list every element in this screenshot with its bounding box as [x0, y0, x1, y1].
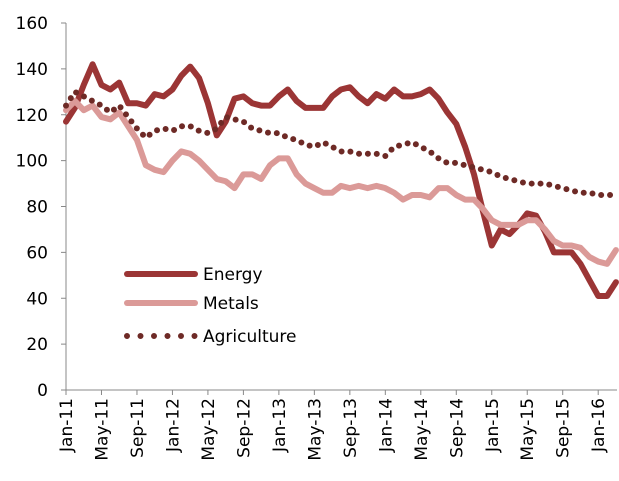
x-tick-label: May-13 — [305, 398, 325, 461]
x-tick-label: Jan-16 — [589, 398, 609, 453]
series-line — [63, 61, 619, 299]
x-tick-label: May-15 — [518, 398, 538, 461]
x-tick-label: Sep-12 — [234, 398, 254, 458]
x-tick-label: May-11 — [92, 398, 112, 461]
y-tick-label: 20 — [26, 335, 48, 355]
y-tick-label: 80 — [26, 198, 48, 218]
legend-label: Agriculture — [203, 327, 297, 347]
x-tick-label: May-12 — [199, 398, 219, 461]
x-tick-label: May-14 — [412, 398, 432, 461]
y-tick-label: 60 — [26, 243, 48, 263]
legend-label: Metals — [203, 294, 259, 314]
y-tick-label: 0 — [37, 381, 48, 401]
series-line — [63, 88, 619, 199]
x-tick-label: Jan-15 — [483, 398, 503, 453]
x-tick-label: Jan-11 — [57, 398, 77, 453]
x-tick-label: Sep-11 — [128, 398, 148, 458]
y-tick-label: 140 — [16, 60, 48, 80]
x-tick-label: Jan-12 — [163, 398, 183, 453]
x-tick-label: Jan-13 — [270, 398, 290, 453]
y-tick-label: 100 — [16, 152, 48, 172]
x-tick-label: Sep-15 — [554, 398, 574, 458]
y-tick-label: 40 — [26, 289, 48, 309]
x-tick-label: Jan-14 — [376, 398, 396, 453]
y-tick-label: 160 — [16, 14, 48, 34]
y-tick-label: 120 — [16, 106, 48, 126]
legend-label: Energy — [203, 265, 263, 285]
x-tick-label: Sep-14 — [447, 398, 467, 458]
series-line — [63, 97, 619, 267]
x-tick-label: Sep-13 — [341, 398, 361, 458]
